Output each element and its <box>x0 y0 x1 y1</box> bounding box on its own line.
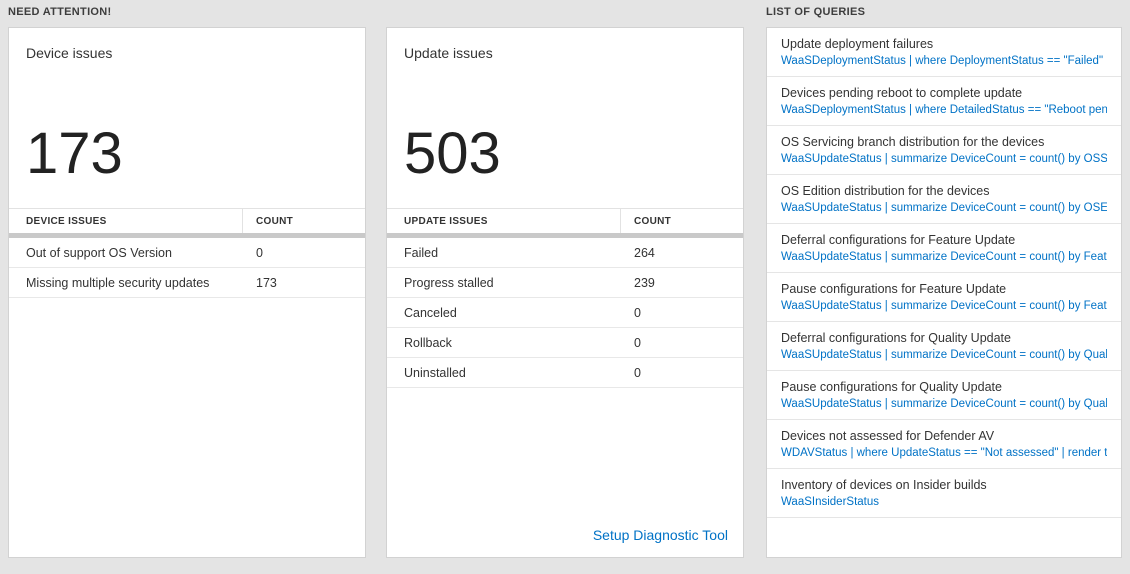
table-row[interactable]: Canceled 0 <box>387 298 743 328</box>
query-title: OS Servicing branch distribution for the… <box>781 135 1045 149</box>
table-header: DEVICE ISSUES COUNT <box>9 208 365 233</box>
need-attention-header: NEED ATTENTION! <box>8 6 112 18</box>
update-issues-total[interactable]: 503 <box>404 121 501 186</box>
query-link: WaaSUpdateStatus | summarize DeviceCount… <box>781 398 1107 410</box>
column-header-update-issues: UPDATE ISSUES <box>387 209 621 233</box>
table-row[interactable]: Uninstalled 0 <box>387 358 743 388</box>
column-header-device-issues: DEVICE ISSUES <box>9 209 243 233</box>
update-issues-card: Update issues 503 UPDATE ISSUES COUNT Fa… <box>386 27 744 558</box>
list-of-queries-section: LIST OF QUERIES Update deployment failur… <box>766 6 1122 558</box>
row-label: Canceled <box>404 305 457 320</box>
query-link: WaaSDeploymentStatus | where DetailedSta… <box>781 104 1107 116</box>
tile-footer: Setup Diagnostic Tool <box>387 517 743 557</box>
query-title: Pause configurations for Quality Update <box>781 380 1002 394</box>
row-count: 0 <box>634 365 641 380</box>
table-scrollbar <box>9 233 365 238</box>
query-title: Pause configurations for Feature Update <box>781 282 1007 296</box>
query-item[interactable]: Deferral configurations for Feature Upda… <box>767 224 1121 273</box>
column-header-count: COUNT <box>256 216 294 227</box>
update-issues-table: UPDATE ISSUES COUNT Failed 264 Progress … <box>387 208 743 388</box>
table-row[interactable]: Progress stalled 239 <box>387 268 743 298</box>
query-title: Devices pending reboot to complete updat… <box>781 86 1023 100</box>
table-row[interactable]: Out of support OS Version 0 <box>9 238 365 268</box>
table-row[interactable]: Missing multiple security updates 173 <box>9 268 365 298</box>
row-count: 173 <box>256 275 277 290</box>
query-title: Deferral configurations for Quality Upda… <box>781 331 1011 345</box>
device-issues-table: DEVICE ISSUES COUNT Out of support OS Ve… <box>9 208 365 298</box>
list-of-queries-header: LIST OF QUERIES <box>766 6 866 18</box>
query-title: Deferral configurations for Feature Upda… <box>781 233 1016 247</box>
row-label: Failed <box>404 245 439 260</box>
query-item[interactable]: Pause configurations for Quality Update … <box>767 371 1121 420</box>
need-attention-section: NEED ATTENTION! Device issues 173 DEVICE… <box>8 6 744 558</box>
query-link: WaaSUpdateStatus | summarize DeviceCount… <box>781 202 1107 214</box>
row-count: 239 <box>634 275 655 290</box>
row-label: Progress stalled <box>404 275 494 290</box>
queries-cards: Update deployment failures WaaSDeploymen… <box>766 27 1122 558</box>
query-item[interactable]: Pause configurations for Feature Update … <box>767 273 1121 322</box>
query-link: WDAVStatus | where UpdateStatus == "Not … <box>781 447 1107 459</box>
update-issues-title: Update issues <box>404 45 493 61</box>
query-item[interactable]: Inventory of devices on Insider builds W… <box>767 469 1121 518</box>
device-issues-total[interactable]: 173 <box>26 121 123 186</box>
row-label: Out of support OS Version <box>26 245 172 260</box>
table-header: UPDATE ISSUES COUNT <box>387 208 743 233</box>
query-title: Devices not assessed for Defender AV <box>781 429 995 443</box>
query-item[interactable]: Devices not assessed for Defender AV WDA… <box>767 420 1121 469</box>
query-link: WaaSUpdateStatus | summarize DeviceCount… <box>781 153 1107 165</box>
query-title: Update deployment failures <box>781 37 934 51</box>
query-title: OS Edition distribution for the devices <box>781 184 990 198</box>
row-count: 0 <box>634 305 641 320</box>
row-label: Missing multiple security updates <box>26 275 210 290</box>
need-attention-cards: Device issues 173 DEVICE ISSUES COUNT Ou… <box>8 27 744 558</box>
setup-diagnostic-tool-link[interactable]: Setup Diagnostic Tool <box>592 527 728 543</box>
query-item[interactable]: OS Edition distribution for the devices … <box>767 175 1121 224</box>
query-item[interactable]: OS Servicing branch distribution for the… <box>767 126 1121 175</box>
table-row[interactable]: Rollback 0 <box>387 328 743 358</box>
query-link: WaaSInsiderStatus <box>781 496 880 508</box>
row-count: 0 <box>634 335 641 350</box>
table-scrollbar <box>387 233 743 238</box>
query-link: WaaSUpdateStatus | summarize DeviceCount… <box>781 300 1107 312</box>
query-item[interactable]: Update deployment failures WaaSDeploymen… <box>767 28 1121 77</box>
row-count: 264 <box>634 245 655 260</box>
device-issues-card: Device issues 173 DEVICE ISSUES COUNT Ou… <box>8 27 366 558</box>
row-label: Uninstalled <box>404 365 466 380</box>
query-title: Inventory of devices on Insider builds <box>781 478 987 492</box>
query-link: WaaSUpdateStatus | summarize DeviceCount… <box>781 349 1107 361</box>
queries-panel: Update deployment failures WaaSDeploymen… <box>766 27 1122 558</box>
query-link: WaaSDeploymentStatus | where DeploymentS… <box>781 55 1107 67</box>
query-item[interactable]: Devices pending reboot to complete updat… <box>767 77 1121 126</box>
column-header-count: COUNT <box>634 216 672 227</box>
table-row[interactable]: Failed 264 <box>387 238 743 268</box>
query-link: WaaSUpdateStatus | summarize DeviceCount… <box>781 251 1107 263</box>
device-issues-title: Device issues <box>26 45 113 61</box>
query-item[interactable]: Deferral configurations for Quality Upda… <box>767 322 1121 371</box>
row-count: 0 <box>256 245 263 260</box>
row-label: Rollback <box>404 335 452 350</box>
